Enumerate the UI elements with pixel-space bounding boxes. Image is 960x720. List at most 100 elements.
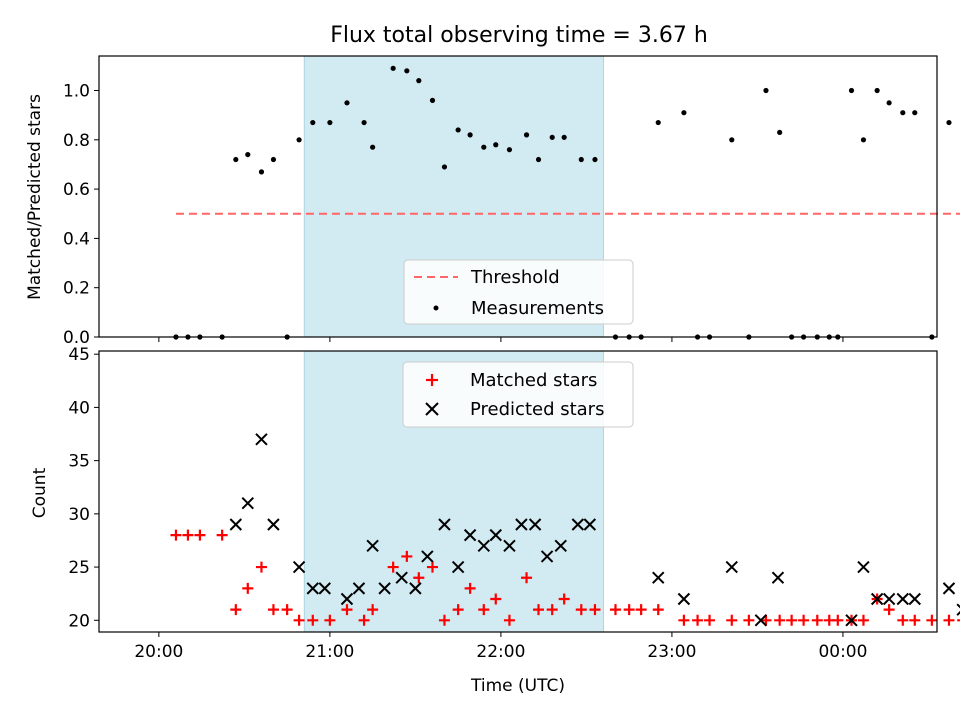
predicted-star-point — [540, 550, 554, 563]
matched-star-point — [943, 614, 955, 626]
matched-star-point — [635, 604, 647, 616]
measurement-point — [592, 156, 598, 163]
matched-star-point — [857, 614, 869, 626]
matched-star-point — [957, 619, 960, 622]
y-tick-label: 0.8 — [63, 131, 90, 151]
measurement-point — [655, 119, 661, 126]
matched-star-point — [194, 529, 206, 541]
matched-star-point — [623, 604, 635, 616]
legend-predicted: Predicted stars — [470, 399, 604, 420]
y-tick-label: 35 — [68, 452, 90, 472]
measurement-point — [296, 137, 302, 143]
matched-star-point — [426, 561, 438, 573]
matched-star-point — [575, 604, 587, 616]
predicted-star-point — [409, 582, 422, 595]
measurement-point — [874, 87, 880, 94]
y-tick-label: 45 — [68, 345, 90, 365]
x-tick-label: 21:00 — [305, 642, 354, 662]
measurement-point — [946, 119, 952, 126]
bottom-x-ticks: 20:0021:0022:0023:0000:0001:0002:0003:00… — [134, 632, 867, 662]
predicted-star-point — [451, 560, 465, 574]
matched-star-point — [182, 529, 194, 541]
predicted-star-point — [503, 539, 516, 552]
matched-star-point — [452, 604, 464, 616]
matched-star-point — [267, 604, 279, 616]
y-tick-label: 0.4 — [63, 229, 90, 249]
matched-star-point — [533, 604, 545, 616]
matched-star-point — [521, 572, 533, 584]
predicted-star-point — [908, 592, 921, 606]
matched-star-point — [883, 604, 895, 616]
measurement-point — [416, 78, 422, 84]
matched-star-point — [909, 614, 921, 626]
matched-star-point — [490, 593, 502, 605]
top-panel: 0.0 0.2 0.4 0.6 0.8 1.0 Matched/Predicted sta… — [25, 55, 960, 348]
predicted-star-point — [421, 550, 434, 563]
y-tick-label: 40 — [68, 398, 90, 418]
matched-star-point — [230, 604, 242, 616]
matched-star-point — [413, 572, 425, 584]
measurement-point — [729, 137, 735, 143]
matched-star-point — [609, 604, 621, 616]
measurement-point — [344, 100, 350, 106]
measurement-point — [777, 129, 783, 136]
matched-legend-swatch — [426, 374, 438, 386]
predicted-star-point — [352, 582, 366, 595]
measurement-point — [535, 156, 542, 163]
matched-star-point — [464, 582, 476, 594]
matched-star-point — [170, 529, 182, 541]
matched-star-point — [216, 529, 228, 541]
measurement-point — [860, 137, 867, 143]
measurement-point — [549, 134, 555, 140]
predicted-star-point — [554, 539, 567, 552]
predicted-star-point — [463, 528, 477, 542]
predicted-star-point — [942, 582, 956, 595]
matched-star-point — [678, 614, 690, 626]
predicted-star-point — [771, 571, 785, 584]
measurement-point — [310, 119, 316, 126]
matched-star-point — [387, 561, 399, 573]
measurement-point — [429, 97, 436, 103]
measurement-point — [390, 65, 396, 71]
legend-measurements: Measurements — [471, 298, 604, 319]
measurement-point — [886, 100, 892, 106]
y-tick-label: 0.0 — [63, 328, 90, 348]
measurement-point — [404, 68, 410, 74]
measurement-point — [481, 144, 487, 150]
x-tick-label: 00:00 — [818, 642, 867, 662]
predicted-star-point — [477, 539, 491, 552]
matched-star-point — [293, 614, 305, 626]
measurement-point — [578, 156, 584, 163]
bottom-legend: Matched stars Predicted stars — [402, 361, 634, 428]
matched-star-point — [546, 604, 558, 616]
matched-star-point — [341, 604, 353, 616]
matched-star-point — [774, 614, 786, 626]
predicted-star-point — [845, 614, 858, 627]
measurement-point — [848, 87, 855, 94]
predicted-star-point — [229, 518, 243, 531]
y-tick-label: 30 — [68, 505, 90, 525]
measurement-point — [467, 132, 473, 138]
measurement-point — [327, 119, 333, 126]
predicted-star-point — [677, 592, 691, 606]
predicted-star-point — [318, 582, 331, 595]
predicted-star-point — [255, 433, 268, 446]
top-y-axis-label: Matched/Predicted stars — [25, 94, 45, 300]
predicted-star-point — [652, 571, 665, 584]
chart-title: Flux total observing time = 3.67 h — [330, 23, 708, 48]
measurement-point — [245, 151, 251, 158]
matched-star-point — [558, 593, 570, 605]
matched-star-point — [589, 604, 601, 616]
matched-star-markers — [170, 529, 960, 626]
measurement-point — [912, 110, 918, 116]
matched-star-point — [743, 614, 755, 626]
measurement-point — [270, 156, 277, 163]
measurement-point — [370, 144, 376, 150]
measurement-point — [561, 134, 567, 140]
predicted-star-point — [571, 518, 585, 531]
x-tick-label: 23:00 — [647, 642, 696, 662]
matched-star-point — [726, 614, 738, 626]
predicted-star-point — [754, 614, 768, 627]
x-tick-label: 20:00 — [134, 642, 183, 662]
